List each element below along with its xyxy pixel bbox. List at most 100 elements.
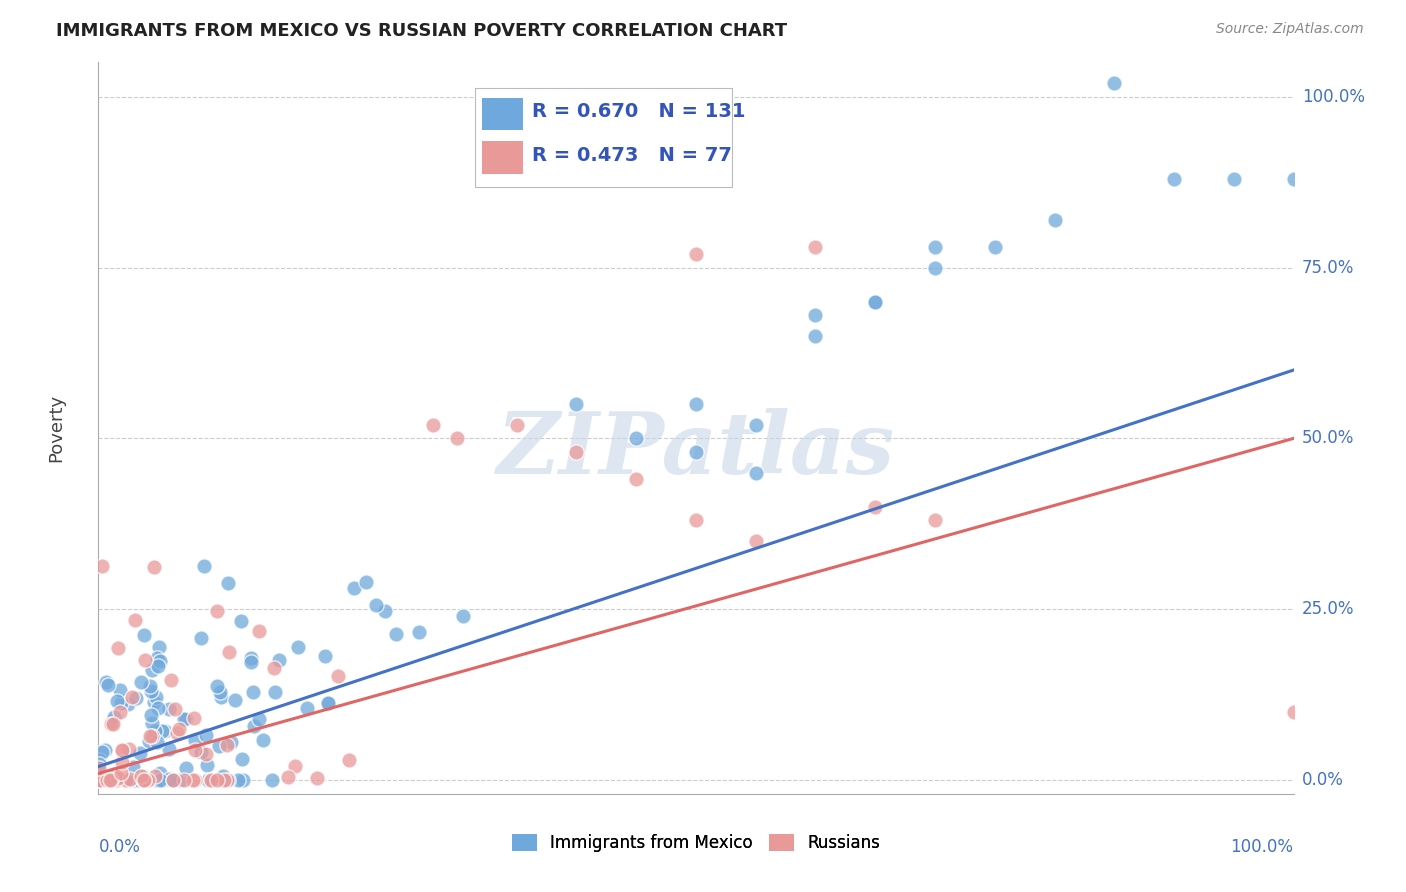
Point — [364, 598, 387, 612]
Point — [153, 773, 176, 788]
Point — [121, 759, 143, 773]
Point — [184, 773, 207, 788]
Point — [215, 738, 238, 752]
Point — [111, 743, 134, 757]
Point — [103, 710, 125, 724]
Point — [149, 765, 172, 780]
Point — [208, 739, 231, 754]
Point — [193, 559, 215, 574]
Point — [138, 679, 160, 693]
Point — [101, 714, 124, 728]
Point — [924, 513, 946, 527]
Point — [129, 675, 152, 690]
Point — [139, 729, 162, 743]
Point — [215, 773, 238, 788]
Point — [169, 773, 191, 788]
Point — [94, 674, 117, 689]
Point — [87, 761, 110, 775]
Point — [93, 773, 115, 788]
Point — [316, 696, 339, 710]
Point — [1043, 212, 1066, 227]
Point — [212, 769, 235, 783]
Point — [101, 772, 124, 786]
Point — [107, 773, 129, 788]
Point — [685, 513, 707, 527]
Point — [1104, 76, 1126, 90]
Point — [263, 661, 285, 675]
Point — [159, 772, 181, 786]
Point — [146, 658, 169, 673]
Point — [385, 627, 408, 641]
Point — [166, 725, 188, 739]
Point — [129, 769, 152, 783]
Point — [197, 773, 219, 788]
Point — [143, 560, 166, 574]
Point — [134, 773, 156, 788]
Point — [96, 773, 118, 788]
Point — [229, 615, 252, 629]
Point — [96, 773, 118, 788]
Point — [165, 702, 187, 716]
Point — [124, 773, 146, 788]
Point — [110, 683, 132, 698]
Point — [87, 757, 110, 772]
Point — [120, 773, 142, 788]
Point — [87, 773, 110, 788]
Point — [626, 472, 648, 486]
Point — [314, 649, 336, 664]
Point — [111, 743, 134, 757]
Point — [243, 719, 266, 733]
Point — [354, 575, 377, 590]
Point — [228, 773, 250, 788]
Point — [89, 773, 111, 788]
Point — [93, 773, 115, 788]
Point — [118, 772, 141, 787]
Point — [865, 294, 887, 309]
Point — [626, 431, 648, 445]
Point — [121, 690, 143, 704]
Point — [195, 758, 218, 772]
Point — [174, 761, 197, 775]
Point — [408, 624, 430, 639]
Point — [184, 743, 207, 757]
Point — [138, 772, 160, 787]
Point — [162, 773, 184, 788]
Point — [183, 733, 205, 747]
Point — [114, 773, 136, 788]
Point — [100, 716, 122, 731]
Point — [685, 445, 707, 459]
Point — [141, 664, 163, 678]
Point — [219, 735, 242, 749]
Point — [200, 773, 222, 788]
Point — [201, 773, 224, 788]
Point — [153, 724, 176, 739]
Point — [174, 712, 197, 726]
FancyBboxPatch shape — [482, 142, 523, 174]
Point — [1223, 171, 1246, 186]
Text: R = 0.670   N = 131: R = 0.670 N = 131 — [533, 102, 745, 121]
Point — [205, 604, 228, 618]
Point — [208, 685, 231, 699]
Point — [90, 773, 112, 788]
Point — [98, 773, 121, 788]
Text: ZIPatlas: ZIPatlas — [496, 409, 896, 491]
Point — [224, 692, 246, 706]
Point — [183, 711, 205, 725]
Point — [136, 773, 159, 788]
Point — [94, 743, 117, 757]
Point — [101, 773, 124, 788]
Point — [107, 693, 129, 707]
Point — [143, 724, 166, 739]
Point — [139, 708, 162, 723]
Point — [217, 575, 239, 590]
Point — [108, 705, 131, 719]
Point — [94, 773, 117, 788]
Point — [231, 752, 253, 766]
Point — [217, 773, 239, 788]
Point — [90, 772, 112, 787]
Point — [162, 773, 184, 788]
Point — [101, 717, 124, 731]
Point — [145, 773, 167, 788]
Point — [143, 769, 166, 783]
Point — [134, 628, 156, 642]
